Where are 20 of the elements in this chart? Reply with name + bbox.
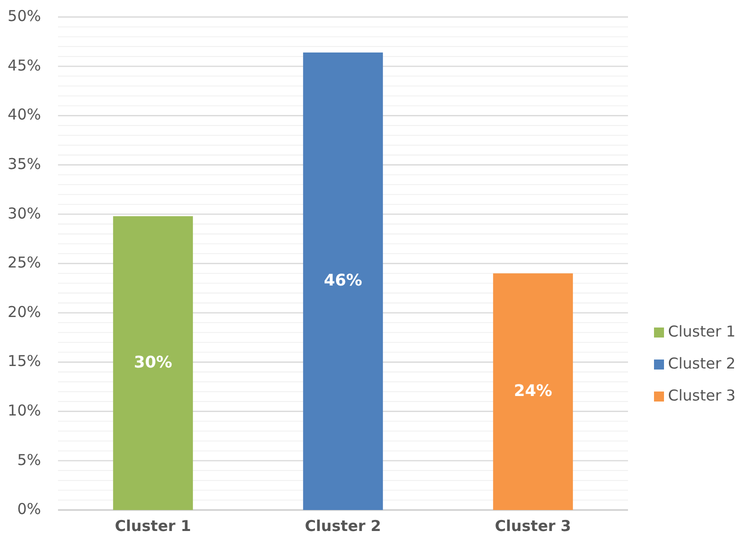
y-tick-label: 10% xyxy=(8,401,41,420)
x-tick-label: Cluster 3 xyxy=(494,517,572,535)
data-label: 24% xyxy=(514,381,552,400)
y-tick-label: 25% xyxy=(8,254,41,272)
data-label: 30% xyxy=(134,352,172,372)
y-tick-label: 40% xyxy=(8,106,41,124)
legend-label: Cluster 2 xyxy=(668,354,736,373)
y-tick-label: 50% xyxy=(8,7,41,26)
y-tick-label: 5% xyxy=(17,450,41,469)
y-tick-label: 45% xyxy=(8,56,41,74)
y-tick-label: 20% xyxy=(8,302,41,321)
x-tick-label: Cluster 2 xyxy=(304,517,382,535)
legend-label: Cluster 1 xyxy=(668,322,736,341)
legend-label: Cluster 3 xyxy=(668,386,736,405)
y-tick-label: 35% xyxy=(8,154,41,174)
data-label: 46% xyxy=(324,270,362,290)
y-tick-label: 0% xyxy=(17,500,41,518)
y-tick-label: 30% xyxy=(8,204,41,222)
x-tick-label: Cluster 1 xyxy=(114,517,192,535)
y-tick-label: 15% xyxy=(8,352,41,370)
